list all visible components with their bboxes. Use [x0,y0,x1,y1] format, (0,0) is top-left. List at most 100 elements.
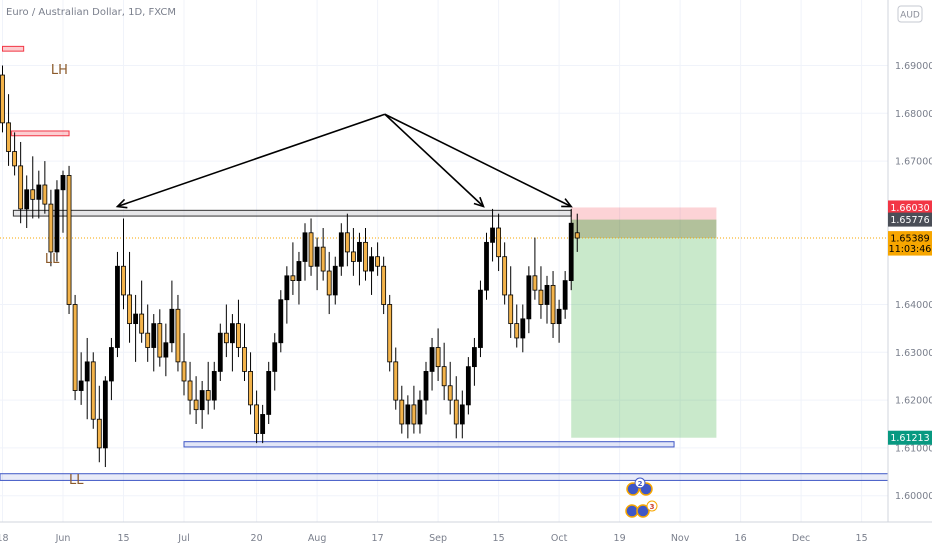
candle [405,395,411,439]
candle-body [284,275,290,301]
price-tag: 1.61213 [888,430,932,445]
candle-body [520,318,526,339]
candle-body [121,265,126,296]
x-tick-label: Nov [671,533,690,544]
candle-body [6,122,11,152]
event-flag-icon[interactable] [625,504,639,518]
trend-arrow-line[interactable] [384,113,572,208]
candle-body [223,332,229,344]
candles [0,65,580,468]
candle [66,165,72,315]
candle [133,294,139,362]
candle [127,251,132,343]
candle-body [229,323,235,344]
candle [266,361,272,425]
price-tag-label: 1.65389 [890,234,929,245]
candle-body [411,404,417,425]
y-tick-label: 1.67000 [895,157,932,168]
position-profit-zone[interactable] [571,238,717,438]
candle-body [60,175,66,191]
support-box[interactable] [183,441,675,448]
candle [60,170,66,233]
candle-body [109,347,114,382]
candle-body [199,390,205,411]
x-tick-label: 20 [251,533,263,544]
candle-body [459,404,465,425]
candle [562,271,568,319]
event-icon-group[interactable]: 2 3 [625,477,658,518]
candle [211,361,217,410]
candle [223,304,229,358]
candle-body [423,371,429,401]
candle-body [115,265,120,348]
candle [350,228,356,276]
candle [296,251,302,305]
candle [278,290,284,353]
event-flag-icon[interactable] [636,504,650,518]
candle [229,314,235,372]
candle-body [465,366,471,406]
candle [532,237,538,300]
candle-body [24,189,30,210]
candle [429,337,435,391]
candle-body [550,284,556,325]
candle [199,380,205,429]
candle-body [320,246,326,272]
drawings-back [0,45,889,481]
currency-badge[interactable]: AUD [897,5,923,23]
trend-arrow-line[interactable] [384,113,485,208]
price-tag-label: 1.61213 [890,433,929,444]
candle [48,189,54,267]
candle-body [193,399,199,411]
lower-support-band[interactable] [0,473,889,481]
candle-body [314,246,320,267]
candle-body [326,270,332,296]
candle [393,347,399,410]
candle [175,294,181,372]
candle-body [36,184,42,200]
price-tag: 1.65776 [888,212,932,227]
candle-body [447,385,453,401]
candle-body [133,313,139,325]
candle-body [490,227,495,243]
candle-body [350,251,356,262]
candle-body [157,323,163,358]
price-tag-bg [888,200,932,215]
candle [344,213,350,267]
candle [236,299,241,358]
candle [544,275,550,324]
price-scale[interactable]: 1.69000 1.68000 1.67000 1.64000 1.63000 1.620… [895,61,932,502]
supply-zone-box[interactable] [2,45,25,52]
resistance-box[interactable] [12,209,572,217]
candle [502,242,508,305]
candle-body [175,308,181,363]
candle-body [562,280,568,310]
candle [471,337,477,386]
candle-body [187,380,193,401]
candle-body [357,241,362,262]
candle-body [496,227,502,258]
candle [90,352,96,429]
event-count-glyph: 2 [638,480,643,488]
candle-body [84,361,90,382]
candle [302,223,308,281]
candle-body [363,241,368,272]
candle [254,390,260,444]
candle-body [54,189,60,253]
candle-body [538,289,544,305]
arrow-head [561,198,573,208]
price-tag-label: 1.65776 [890,215,929,226]
candle-body [0,74,5,124]
candle [187,361,193,415]
price-tag: 11:03:46 [888,241,932,256]
candle [169,280,175,353]
candle [520,304,526,353]
symbol-title[interactable]: Euro / Australian Dollar, 1D, FXCM [6,7,176,18]
position-stop-zone[interactable] [571,207,717,239]
supply-zone-box[interactable] [11,130,70,137]
candle-body [217,332,223,372]
time-scale[interactable]: 18 Jun 15 Jul 20 Aug 17 Sep 15 Oct 19 Nov 16 Dec 15 [0,533,868,544]
trend-arrow-line[interactable] [117,113,386,208]
candle [145,304,151,362]
